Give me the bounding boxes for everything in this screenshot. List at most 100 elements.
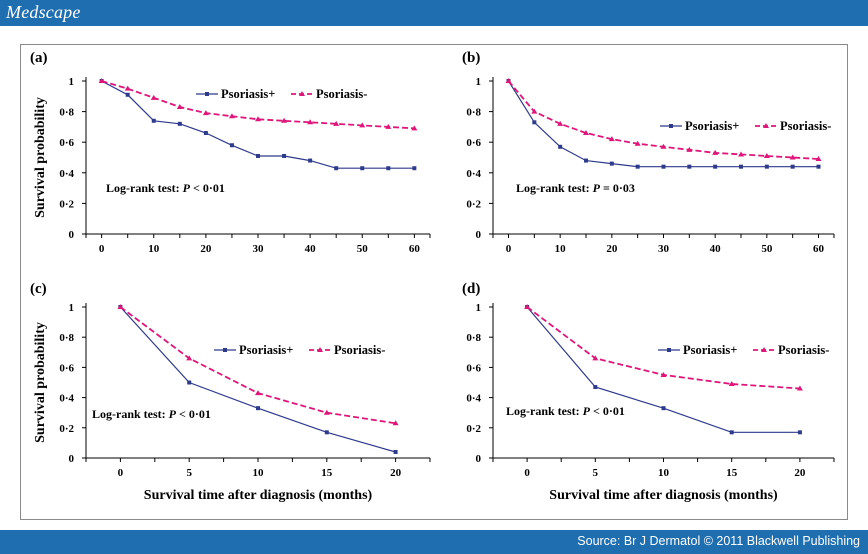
- data-point-psoriasis-minus: [524, 304, 531, 309]
- data-point-psoriasis-minus: [392, 420, 399, 426]
- data-point-psoriasis-plus: [764, 164, 769, 169]
- x-tick-label: 0: [506, 243, 512, 255]
- y-tick-label: 0·8: [59, 107, 74, 119]
- data-point-psoriasis-minus: [815, 156, 822, 162]
- legend-label: Psoriasis+: [221, 87, 275, 101]
- data-point-psoriasis-plus: [739, 164, 743, 169]
- x-axis-label: Survival time after diagnosis (months): [549, 488, 778, 503]
- data-point-psoriasis-minus: [98, 78, 105, 83]
- data-point-psoriasis-plus: [151, 118, 156, 123]
- chart-panel-b: (b)00·20·40·60·810 10 20 30 40 50 60Psoriasis+…: [462, 50, 835, 255]
- y-tick-label: 0·4: [466, 168, 481, 180]
- y-tick-label: 0·6: [466, 137, 481, 149]
- data-point-psoriasis-minus: [333, 120, 340, 126]
- x-tick-label: 5: [593, 467, 599, 479]
- data-point-psoriasis-plus: [324, 430, 329, 435]
- y-tick-label: 0: [476, 453, 482, 465]
- data-point-psoriasis-plus: [308, 158, 313, 163]
- x-tick-label: 10: [253, 467, 265, 479]
- x-tick-label: 20: [794, 467, 806, 479]
- data-point-psoriasis-plus: [360, 166, 365, 171]
- legend-label: Psoriasis-: [334, 343, 385, 357]
- data-point-psoriasis-plus: [125, 92, 130, 97]
- y-tick-label: 0·4: [59, 168, 74, 180]
- y-axis-label: Survival probability: [33, 97, 48, 218]
- footer-bar: Source: Br J Dermatol © 2011 Blackwell P…: [0, 530, 868, 554]
- x-tick-label: 20: [606, 243, 618, 255]
- legend-marker: [205, 92, 209, 96]
- x-tick-label: 20: [390, 467, 402, 479]
- x-tick-label: 50: [761, 243, 773, 255]
- x-tick-label: 15: [726, 467, 738, 479]
- y-tick-label: 0·2: [466, 198, 481, 210]
- log-rank-annotation: Log-rank test: P < 0·01: [106, 181, 225, 195]
- data-point-psoriasis-plus: [203, 131, 208, 136]
- data-point-psoriasis-minus: [228, 113, 235, 119]
- data-point-psoriasis-plus: [412, 166, 417, 171]
- data-point-psoriasis-plus: [386, 166, 391, 171]
- y-tick-label: 0·8: [59, 332, 74, 344]
- data-point-psoriasis-minus: [728, 381, 735, 387]
- y-tick-label: 0·6: [59, 137, 74, 149]
- legend-label: Psoriasis+: [685, 119, 739, 133]
- x-tick-label: 0: [99, 243, 105, 255]
- x-tick-label: 60: [813, 243, 825, 255]
- data-point-psoriasis-plus: [532, 120, 537, 125]
- data-point-psoriasis-plus: [661, 406, 666, 411]
- data-point-psoriasis-plus: [256, 406, 260, 411]
- data-point-psoriasis-plus: [713, 164, 718, 169]
- data-point-psoriasis-minus: [281, 117, 288, 123]
- data-point-psoriasis-plus: [187, 380, 192, 385]
- data-point-psoriasis-minus: [411, 125, 418, 131]
- x-tick-label: 60: [409, 243, 421, 255]
- data-point-psoriasis-plus: [256, 153, 260, 158]
- data-point-psoriasis-minus: [150, 94, 157, 100]
- data-point-psoriasis-plus: [558, 144, 563, 149]
- data-point-psoriasis-minus: [323, 409, 330, 415]
- data-point-psoriasis-minus: [359, 122, 366, 128]
- source-credit: Source: Br J Dermatol © 2011 Blackwell P…: [577, 534, 860, 548]
- y-tick-label: 0: [476, 229, 482, 241]
- brand-logo[interactable]: Medscape: [6, 2, 81, 22]
- x-axis-label: Survival time after diagnosis (months): [144, 488, 373, 503]
- data-point-psoriasis-minus: [660, 143, 667, 149]
- x-tick-label: 50: [357, 243, 369, 255]
- y-tick-label: 0: [69, 453, 75, 465]
- data-point-psoriasis-minus: [186, 355, 193, 361]
- data-point-psoriasis-minus: [124, 85, 131, 91]
- legend-marker: [763, 123, 769, 128]
- data-point-psoriasis-minus: [686, 146, 693, 152]
- x-tick-label: 10: [148, 243, 160, 255]
- x-tick-label: 30: [658, 243, 670, 255]
- x-tick-label: 20: [200, 243, 212, 255]
- legend-label: Psoriasis-: [778, 343, 829, 357]
- legend-marker: [669, 124, 673, 128]
- x-tick-label: 0: [524, 467, 530, 479]
- legend-label: Psoriasis+: [239, 343, 293, 357]
- data-point-psoriasis-plus: [609, 161, 614, 166]
- y-tick-label: 1: [476, 76, 482, 88]
- legend-marker: [761, 347, 767, 352]
- data-point-psoriasis-minus: [307, 119, 314, 125]
- series-line-psoriasis-plus: [507, 80, 819, 168]
- data-point-psoriasis-minus: [592, 355, 599, 361]
- x-tick-label: 30: [253, 243, 265, 255]
- data-point-psoriasis-minus: [505, 78, 512, 83]
- data-point-psoriasis-minus: [796, 385, 803, 391]
- x-tick-label: 0: [118, 467, 124, 479]
- x-tick-label: 15: [321, 467, 333, 479]
- x-tick-label: 10: [658, 467, 670, 479]
- data-point-psoriasis-minus: [789, 154, 796, 160]
- data-point-psoriasis-minus: [763, 152, 770, 158]
- header-bar: Medscape: [0, 0, 868, 26]
- legend-label: Psoriasis+: [683, 343, 737, 357]
- panel-label: (a): [30, 50, 48, 66]
- data-point-psoriasis-plus: [687, 164, 692, 169]
- y-tick-label: 0·6: [59, 362, 74, 374]
- y-tick-label: 0: [69, 229, 75, 241]
- data-point-psoriasis-minus: [712, 149, 719, 155]
- data-point-psoriasis-plus: [334, 166, 339, 171]
